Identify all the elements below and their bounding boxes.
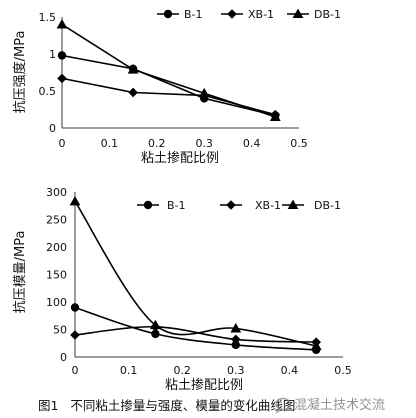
x-tick-label: 0.1 [101,137,119,150]
y-tick-label: 200 [46,241,67,254]
x-tick-label: 0.4 [281,364,299,377]
y-tick-label: 1.5 [39,11,57,24]
legend-item-b-1: B-1 [137,199,186,212]
x-tick-label: 0.3 [195,137,213,150]
data-point-db-1 [310,340,322,351]
data-point-db-1 [56,19,68,29]
legend-marker-db-1 [292,8,304,19]
data-point-b-1 [231,340,240,350]
y-tick-label: 100 [46,296,67,309]
legend-item-db-1: DB-1 [282,199,341,212]
legend-marker-xb-1 [227,9,237,19]
data-point-db-1 [230,323,242,333]
y-tick-label: 150 [46,269,67,282]
legend-item-db-1: DB-1 [287,8,341,21]
legend-marker-b-1 [143,200,153,210]
legend-label: XB-1 [255,199,281,212]
legend-label: B-1 [184,8,203,21]
data-point-xb-1 [57,73,67,84]
watermark-text: 混凝土技术交流 [294,397,385,413]
legend-label: DB-1 [314,8,341,21]
legend-marker-db-1 [287,199,299,210]
x-tick-label: 0.5 [334,364,352,377]
series-db-1 [69,195,322,351]
legend-marker-xb-1 [226,200,236,210]
series-line-db-1 [74,200,317,347]
strength-chart: 抗压强度/MPa 粘土掺配比例 0 0.5 1 1.5 0 0.1 0.2 0.3 0.4 0.5… [12,8,341,166]
data-point-b-1 [151,329,160,339]
y-tick-label: 0.5 [39,85,57,98]
data-point-xb-1 [70,330,80,340]
y-tick-label: 50 [53,324,67,337]
modulus-y-axis-title: 抗压模量/MPa [13,231,28,314]
y-tick-label: 1 [49,48,56,61]
data-point-b-1 [70,303,80,312]
y-tick-label: 0 [60,351,67,364]
legend-label: B-1 [167,199,186,212]
data-point-xb-1 [128,87,138,98]
x-tick-label: 0.4 [243,137,261,150]
data-point-db-1 [127,64,139,74]
legend-item-xb-1: XB-1 [220,199,281,212]
y-tick-label: 0 [49,122,56,135]
legend-label: DB-1 [314,199,341,212]
strength-y-axis-title: 抗压强度/MPa [12,31,28,114]
x-tick-label: 0 [59,137,66,150]
modulus-x-axis-title: 粘土掺配比例 [165,377,243,393]
y-tick-label: 300 [46,186,67,199]
data-point-db-1 [269,111,281,121]
data-point-db-1 [198,87,210,98]
figure-caption: 图1 不同粘土掺量与强度、模量的变化曲线图 [38,398,295,413]
legend-marker-b-1 [163,9,173,19]
series-db-1 [56,19,281,121]
data-point-db-1 [150,319,161,330]
legend-label: XB-1 [248,8,274,21]
legend-item-b-1: B-1 [157,8,203,21]
legend-item-xb-1: XB-1 [221,8,274,21]
data-point-xb-1 [231,334,241,345]
series-line-xb-1 [74,325,317,343]
series-line-db-1 [61,23,276,118]
modulus-chart: 抗压模量/MPa 粘土掺配比例 0 50 100 150 200 250 300 0 0.1 0.… [13,186,352,393]
data-point-b-1 [57,51,67,60]
x-tick-label: 0.5 [290,137,308,150]
x-tick-label: 0 [72,364,79,377]
chat-bubble-icon [275,397,291,414]
y-tick-label: 250 [46,214,67,227]
data-point-db-1 [69,195,81,206]
strength-x-axis-title: 粘土掺配比例 [141,150,219,166]
x-tick-label: 0.1 [120,364,138,377]
x-tick-label: 0.2 [173,364,191,377]
x-tick-label: 0.3 [227,364,245,377]
series-line-b-1 [74,306,317,351]
series-line-b-1 [61,54,276,117]
watermark: 混凝土技术交流 [275,397,385,414]
x-tick-label: 0.2 [148,137,166,150]
